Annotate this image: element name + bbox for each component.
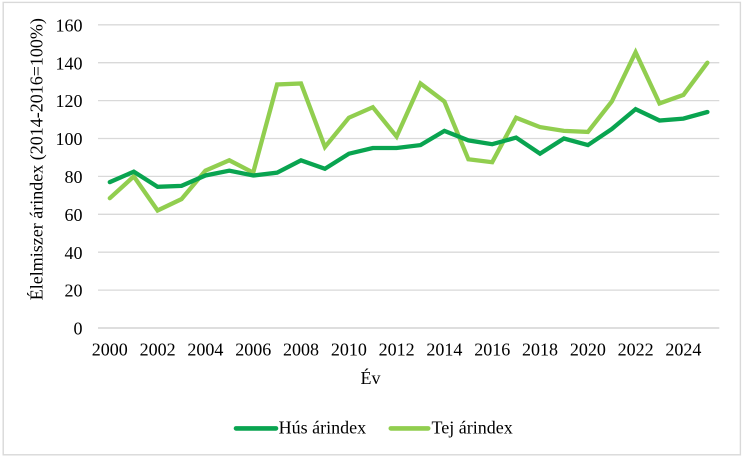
svg-text:2018: 2018 (522, 340, 558, 360)
svg-text:2022: 2022 (618, 340, 654, 360)
svg-text:2010: 2010 (331, 340, 367, 360)
svg-text:2000: 2000 (92, 340, 128, 360)
svg-text:Év: Év (361, 367, 381, 388)
svg-text:60: 60 (65, 205, 83, 225)
svg-text:Tej árindex: Tej árindex (432, 417, 513, 437)
svg-text:120: 120 (56, 91, 83, 111)
svg-text:2024: 2024 (665, 340, 701, 360)
svg-text:2006: 2006 (235, 340, 271, 360)
svg-text:2020: 2020 (570, 340, 606, 360)
svg-text:0: 0 (74, 319, 83, 339)
svg-text:2012: 2012 (379, 340, 415, 360)
svg-text:2002: 2002 (140, 340, 176, 360)
svg-text:2016: 2016 (474, 340, 510, 360)
svg-text:Élelmiszer árindex (2014-2016=: Élelmiszer árindex (2014-2016=100%) (25, 18, 47, 300)
svg-text:100: 100 (56, 129, 83, 149)
svg-text:80: 80 (65, 167, 83, 187)
svg-text:160: 160 (56, 15, 83, 35)
svg-text:2008: 2008 (283, 340, 319, 360)
svg-text:20: 20 (65, 281, 83, 301)
svg-text:2004: 2004 (187, 340, 223, 360)
svg-text:40: 40 (65, 243, 83, 263)
svg-text:2014: 2014 (426, 340, 462, 360)
svg-text:Hús árindex: Hús árindex (279, 417, 366, 437)
svg-text:140: 140 (56, 53, 83, 73)
